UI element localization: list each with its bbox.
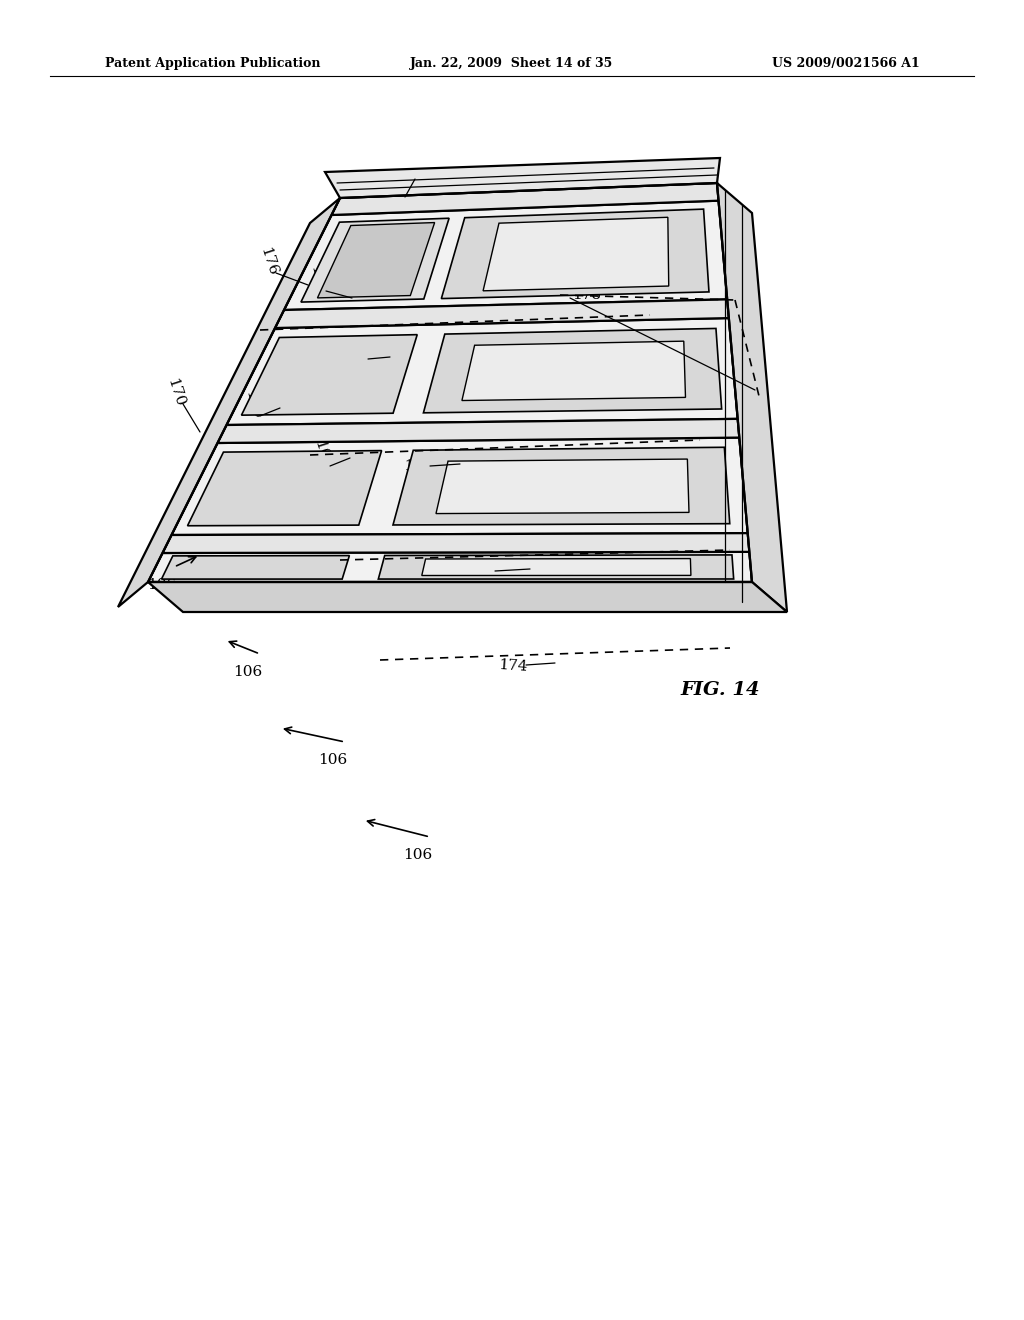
Text: 168: 168	[410, 174, 440, 190]
Polygon shape	[163, 533, 750, 553]
Text: 106: 106	[147, 578, 176, 591]
Text: Patent Application Publication: Patent Application Publication	[105, 57, 321, 70]
Text: 170: 170	[164, 378, 186, 409]
Polygon shape	[171, 437, 748, 535]
Text: 160: 160	[311, 440, 333, 471]
Polygon shape	[118, 198, 340, 607]
Polygon shape	[242, 335, 417, 416]
Text: 174: 174	[468, 564, 498, 579]
Polygon shape	[423, 329, 722, 413]
Polygon shape	[317, 223, 434, 298]
Polygon shape	[717, 183, 787, 612]
Text: 166: 166	[242, 389, 264, 421]
Text: Jan. 22, 2009  Sheet 14 of 35: Jan. 22, 2009 Sheet 14 of 35	[411, 57, 613, 70]
Polygon shape	[378, 554, 733, 579]
Polygon shape	[284, 201, 727, 310]
Text: US 2009/0021566 A1: US 2009/0021566 A1	[772, 57, 920, 70]
Polygon shape	[483, 218, 669, 290]
Polygon shape	[187, 450, 382, 525]
Text: 164: 164	[307, 264, 329, 296]
Text: 178: 178	[572, 288, 601, 302]
Polygon shape	[441, 209, 709, 298]
Text: 106: 106	[403, 847, 432, 862]
Polygon shape	[217, 418, 739, 444]
Text: 174: 174	[403, 459, 433, 475]
Polygon shape	[148, 552, 752, 582]
Text: 176: 176	[257, 246, 280, 279]
Polygon shape	[332, 183, 719, 215]
Polygon shape	[148, 582, 787, 612]
Text: 174: 174	[340, 352, 370, 368]
Polygon shape	[462, 341, 685, 400]
Text: 106: 106	[318, 752, 347, 767]
Text: 106: 106	[233, 665, 262, 678]
Polygon shape	[226, 318, 737, 425]
Text: 174: 174	[498, 657, 528, 675]
Polygon shape	[436, 459, 689, 513]
Polygon shape	[393, 447, 730, 525]
Polygon shape	[301, 218, 450, 302]
Polygon shape	[325, 158, 720, 198]
Polygon shape	[148, 183, 752, 582]
Polygon shape	[275, 300, 729, 327]
Text: FIG. 14: FIG. 14	[680, 681, 760, 700]
Polygon shape	[422, 558, 691, 576]
Polygon shape	[162, 556, 349, 579]
